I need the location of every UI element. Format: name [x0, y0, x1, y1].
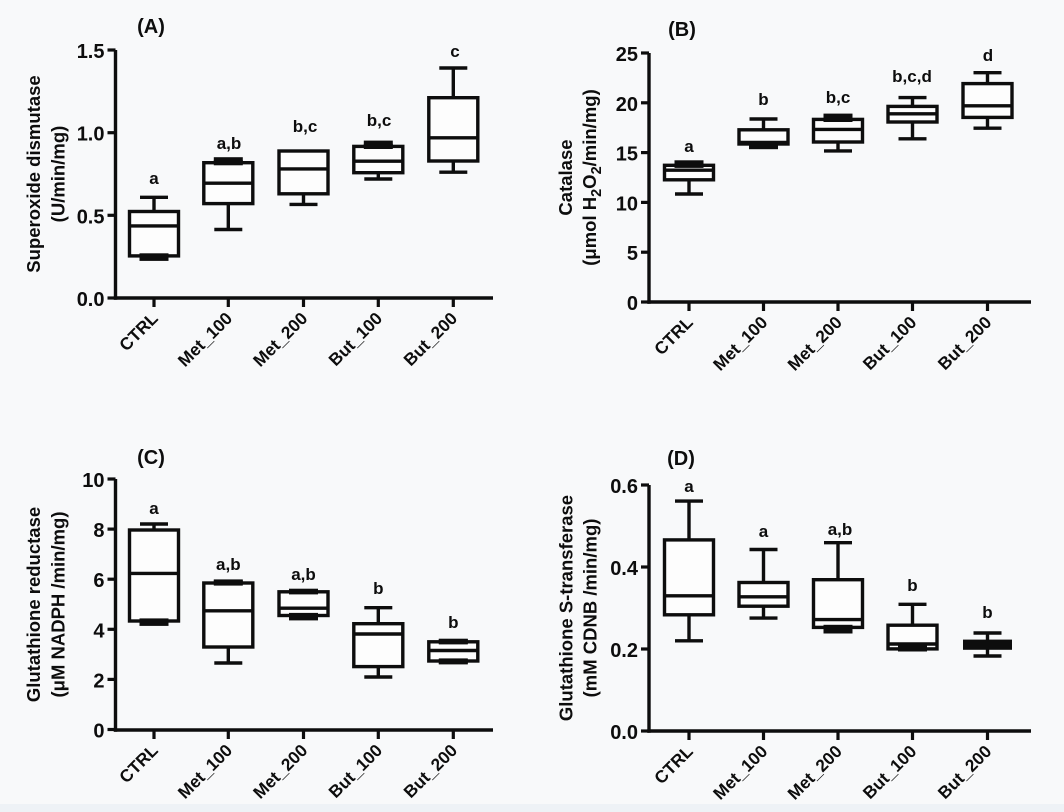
svg-text:15: 15 — [616, 144, 638, 166]
svg-text:0: 0 — [93, 721, 104, 743]
svg-text:b,c: b,c — [293, 117, 318, 136]
svg-text:a: a — [684, 137, 694, 156]
svg-text:5: 5 — [627, 243, 638, 265]
svg-text:a: a — [149, 499, 159, 518]
svg-text:Glutathione reductase: Glutathione reductase — [23, 507, 44, 702]
svg-text:(A): (A) — [137, 16, 165, 38]
svg-text:a: a — [149, 169, 159, 188]
svg-text:6: 6 — [93, 570, 104, 592]
svg-text:b: b — [907, 576, 917, 595]
svg-text:0: 0 — [627, 293, 638, 315]
svg-text:0.0: 0.0 — [77, 289, 105, 311]
svg-text:Superoxide dismutase: Superoxide dismutase — [23, 75, 44, 272]
svg-text:c: c — [450, 42, 459, 61]
svg-text:0.6: 0.6 — [610, 476, 638, 498]
svg-text:(B): (B) — [668, 19, 696, 41]
svg-text:4: 4 — [93, 620, 105, 642]
svg-text:b: b — [982, 603, 992, 622]
svg-text:0.4: 0.4 — [610, 558, 639, 580]
svg-text:b,c: b,c — [367, 111, 392, 130]
svg-text:b: b — [758, 90, 768, 109]
svg-text:10: 10 — [82, 470, 104, 492]
svg-text:Glutathione S-transferase: Glutathione S-transferase — [556, 495, 577, 721]
svg-text:a: a — [684, 477, 694, 496]
svg-text:0.5: 0.5 — [77, 206, 105, 228]
svg-text:(mM CDNB /min/mg): (mM CDNB /min/mg) — [580, 519, 601, 698]
svg-text:b,c: b,c — [826, 88, 851, 107]
svg-text:8: 8 — [93, 520, 104, 542]
svg-text:Catalase: Catalase — [555, 139, 576, 215]
svg-text:b: b — [448, 613, 458, 632]
svg-text:0.2: 0.2 — [610, 640, 638, 662]
svg-text:25: 25 — [616, 44, 638, 66]
svg-text:(μM NADPH /min/mg): (μM NADPH /min/mg) — [48, 511, 69, 697]
svg-text:d: d — [983, 46, 993, 65]
svg-text:20: 20 — [616, 94, 638, 116]
svg-text:2: 2 — [93, 670, 104, 692]
svg-text:1.5: 1.5 — [77, 41, 105, 63]
svg-text:a,b: a,b — [217, 134, 242, 153]
svg-text:a: a — [759, 522, 769, 541]
svg-text:a,b: a,b — [291, 565, 316, 584]
svg-text:(C): (C) — [137, 447, 165, 469]
svg-text:10: 10 — [616, 193, 638, 215]
svg-text:a,b: a,b — [828, 520, 853, 539]
svg-text:1.0: 1.0 — [77, 124, 105, 146]
svg-text:b: b — [373, 579, 383, 598]
svg-text:0.0: 0.0 — [610, 722, 638, 744]
svg-text:b,c,d: b,c,d — [892, 67, 932, 86]
svg-text:(D): (D) — [667, 448, 695, 470]
svg-text:(U/min/mg): (U/min/mg) — [48, 126, 69, 223]
svg-text:a,b: a,b — [216, 555, 241, 574]
